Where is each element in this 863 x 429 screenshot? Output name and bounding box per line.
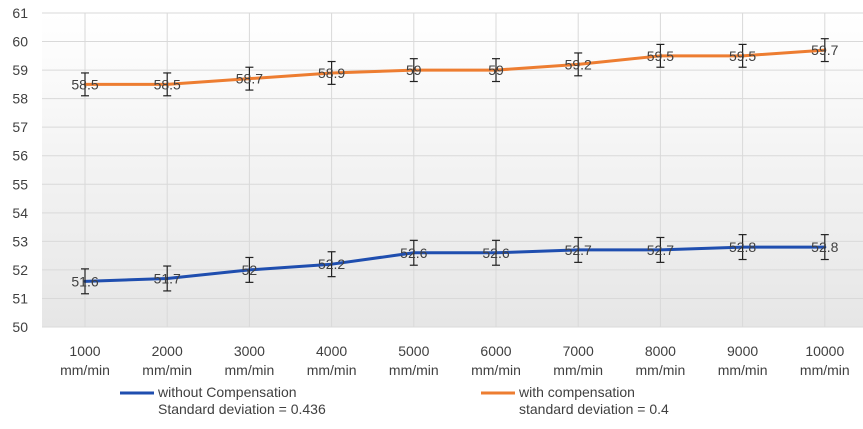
data-label: 59.5 <box>647 48 674 64</box>
data-label: 58.5 <box>154 76 181 92</box>
data-label: 52.7 <box>647 242 674 258</box>
data-label: 52.7 <box>565 242 592 258</box>
x-tick-label: 1000 <box>69 343 100 359</box>
series-line-with-compensation <box>83 48 827 86</box>
y-tick-label: 55 <box>12 176 28 192</box>
error-bar <box>492 58 500 83</box>
error-bar <box>656 236 665 263</box>
data-label: 59.2 <box>565 56 592 72</box>
data-label: 59.7 <box>811 42 838 58</box>
x-tick-label: 10000 <box>805 343 844 359</box>
error-bar <box>820 38 829 63</box>
data-label: 59.5 <box>729 48 756 64</box>
y-tick-label: 60 <box>12 34 28 50</box>
x-tick-unit-label: mm/min <box>142 362 192 378</box>
error-bar <box>245 256 254 283</box>
data-label: 58.7 <box>236 71 263 87</box>
x-tick-label: 9000 <box>727 343 758 359</box>
x-tick-unit-label: mm/min <box>800 362 850 378</box>
data-label: 52 <box>242 262 258 278</box>
x-tick-label: 3000 <box>234 343 265 359</box>
data-label: 58.9 <box>318 65 345 81</box>
error-bar <box>738 43 747 68</box>
legend-subtitle: Standard deviation = 0.436 <box>158 401 326 417</box>
x-tick-unit-label: mm/min <box>60 362 110 378</box>
y-tick-label: 51 <box>12 290 28 306</box>
data-label: 51.7 <box>154 270 181 286</box>
x-tick-label: 7000 <box>563 343 594 359</box>
data-label: 52.8 <box>729 239 756 255</box>
x-tick-label: 5000 <box>398 343 429 359</box>
y-tick-label: 54 <box>12 205 28 221</box>
y-tick-label: 53 <box>12 233 28 249</box>
y-tick-label: 61 <box>12 5 28 21</box>
data-label: 52.8 <box>811 239 838 255</box>
x-tick-unit-label: mm/min <box>636 362 686 378</box>
legend-label: with compensation <box>518 384 635 400</box>
y-tick-label: 59 <box>12 62 28 78</box>
x-tick-label: 2000 <box>152 343 183 359</box>
data-label: 51.6 <box>71 273 98 289</box>
error-bar <box>163 265 172 292</box>
series-line-without-compensation <box>83 245 827 283</box>
x-tick-unit-label: mm/min <box>307 362 357 378</box>
x-tick-unit-label: mm/min <box>718 362 768 378</box>
error-bar <box>327 60 336 85</box>
legend-label: without Compensation <box>157 384 297 400</box>
x-tick-unit-label: mm/min <box>471 362 521 378</box>
x-tick-label: 4000 <box>316 343 347 359</box>
data-label: 52.6 <box>482 245 509 261</box>
y-tick-label: 58 <box>12 91 28 107</box>
x-tick-unit-label: mm/min <box>389 362 439 378</box>
error-bar <box>81 72 89 97</box>
error-bar <box>327 251 336 278</box>
error-bar <box>738 234 747 261</box>
data-label: 59 <box>488 62 504 78</box>
error-bar <box>656 43 665 68</box>
error-bar <box>163 72 172 97</box>
y-tick-label: 52 <box>12 262 28 278</box>
x-tick-unit-label: mm/min <box>225 362 275 378</box>
error-bar <box>574 236 583 263</box>
error-bar <box>574 52 583 77</box>
y-tick-label: 56 <box>12 148 28 164</box>
error-bar <box>409 239 418 266</box>
data-label: 52.2 <box>318 256 345 272</box>
data-label: 52.6 <box>400 245 427 261</box>
plot-area <box>42 13 863 327</box>
y-tick-label: 57 <box>12 119 28 135</box>
error-bar <box>81 268 89 295</box>
x-tick-label: 8000 <box>645 343 676 359</box>
error-bar <box>245 66 254 91</box>
error-bar <box>492 239 500 266</box>
legend-subtitle: standard deviation = 0.4 <box>519 401 669 417</box>
x-tick-label: 6000 <box>480 343 511 359</box>
error-bar <box>820 234 829 261</box>
data-label: 58.5 <box>71 76 98 92</box>
data-label: 59 <box>406 62 422 78</box>
x-tick-unit-label: mm/min <box>553 362 603 378</box>
error-bar <box>409 58 418 83</box>
y-tick-label: 50 <box>12 319 28 335</box>
